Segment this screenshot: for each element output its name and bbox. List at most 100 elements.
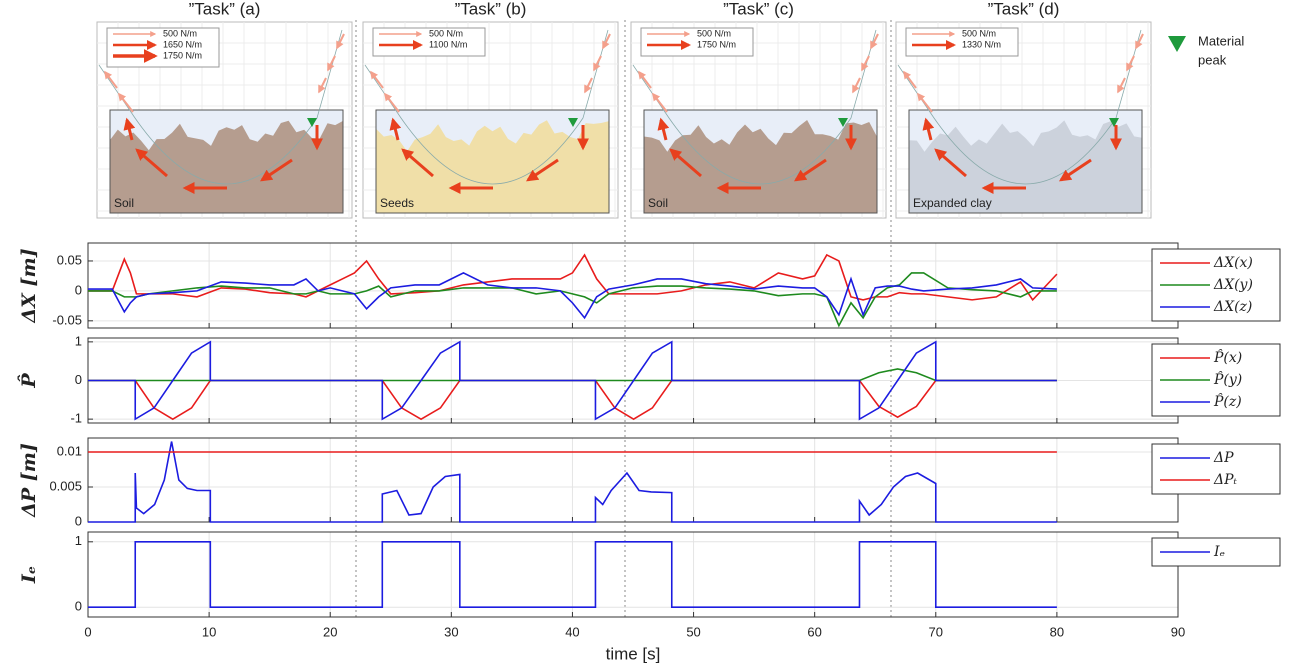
legend-label: 500 N/m [697,28,731,38]
plot-frame [87,437,1179,523]
approach-arrow [584,77,593,94]
material-surface [376,120,609,213]
y-tick-label: 0 [75,513,82,528]
panel-title: ”Task” (b) [455,0,527,18]
x-tick-label: 30 [444,624,458,639]
force-arrow [922,117,935,141]
material-box-border [908,109,1143,214]
material-surface [909,120,1142,213]
y-axis-label: P̂ [18,373,40,389]
y-axis-label: ΔX [m] [18,248,40,323]
plot-frame [87,531,1179,618]
material-box-border [375,109,610,214]
y-tick-label: 0.005 [49,478,82,493]
force-arrow [934,148,967,178]
y-axis-label: ΔP [m] [18,443,40,518]
material-label: Soil [114,196,134,210]
peak-legend-label: peak [1198,52,1227,67]
material-label: Soil [648,196,668,210]
x-tick-label: 40 [565,624,579,639]
legend-label: 1330 N/m [962,39,1001,49]
y-tick-label: 1 [75,533,82,548]
exit-arrow [104,70,118,89]
material-label: Expanded clay [913,196,992,210]
approach-arrow [861,55,870,72]
exit-arrow [917,92,933,113]
material-box-border [109,109,344,214]
force-arrow [794,158,827,182]
trajectory [364,29,609,185]
peak-legend-marker [1168,36,1186,52]
x-tick-label: 90 [1171,624,1185,639]
force-arrow [1059,158,1092,182]
x-tick-label: 20 [323,624,337,639]
exit-arrow [903,70,917,89]
y-tick-label: 0.05 [57,252,82,267]
material-surface [644,120,877,213]
panel-legend [905,27,1019,57]
series-line [88,272,1057,328]
approach-arrow [1135,33,1144,50]
legend-label: 500 N/m [962,28,996,38]
exit-arrow [638,70,652,89]
y-tick-label: 0 [75,282,82,297]
trajectory [897,29,1142,185]
legend-label: 1650 N/m [163,39,202,49]
approach-arrow [870,33,879,50]
force-arrow [389,117,402,141]
series-line [88,272,1057,320]
approach-arrow [1126,55,1135,72]
legend-label: 500 N/m [429,28,463,38]
y-tick-label: 0.01 [57,443,82,458]
series-line [88,541,1057,608]
y-tick-label: -1 [70,411,82,426]
series-line [88,253,1058,302]
approach-arrow [318,77,327,94]
approach-arrow [593,55,602,72]
panel-title: ”Task” (a) [189,0,261,18]
approach-arrow [602,33,611,50]
peak-legend-label: Material [1198,33,1244,48]
legend-box [1151,443,1281,495]
exit-arrow [370,70,384,89]
y-tick-label: 0 [75,599,82,614]
x-axis-label: time [s] [606,644,661,663]
x-tick-label: 70 [929,624,943,639]
legend-label: Iₑ [1213,544,1225,560]
material-box-border [643,109,878,214]
legend-label: P̂(y) [1213,370,1242,388]
force-arrow [401,148,434,178]
legend-label: 1100 N/m [429,39,467,49]
x-tick-label: 80 [1050,624,1064,639]
force-arrow [135,148,168,178]
material-peak [568,118,578,127]
series-line [88,340,1057,421]
material-label: Seeds [380,196,414,210]
legend-label: 1750 N/m [163,50,202,60]
y-tick-label: 0 [75,372,82,387]
x-tick-label: 0 [84,624,91,639]
approach-arrow [336,33,345,50]
legend-label: ΔX(x) [1213,255,1253,271]
series-line [88,441,1057,523]
force-arrow [526,158,559,182]
force-arrow [657,117,670,141]
trajectory [98,29,343,185]
legend-label: 1750 N/m [697,39,736,49]
panel-title: ”Task” (d) [988,0,1060,18]
y-axis-label: Iₑ [18,566,40,584]
y-tick-label: -0.05 [52,312,82,327]
legend-label: 500 N/m [163,28,197,38]
legend-label: ΔPₜ [1213,472,1238,488]
y-tick-label: 1 [75,333,82,348]
panel-title: ”Task” (c) [723,0,794,18]
exit-arrow [652,92,668,113]
approach-arrow [327,55,336,72]
material-peak [307,118,317,127]
force-arrow [123,117,136,141]
exit-arrow [384,92,400,113]
material-peak [838,118,848,127]
force-arrow [669,148,702,178]
legend-label: ΔX(y) [1213,277,1253,293]
